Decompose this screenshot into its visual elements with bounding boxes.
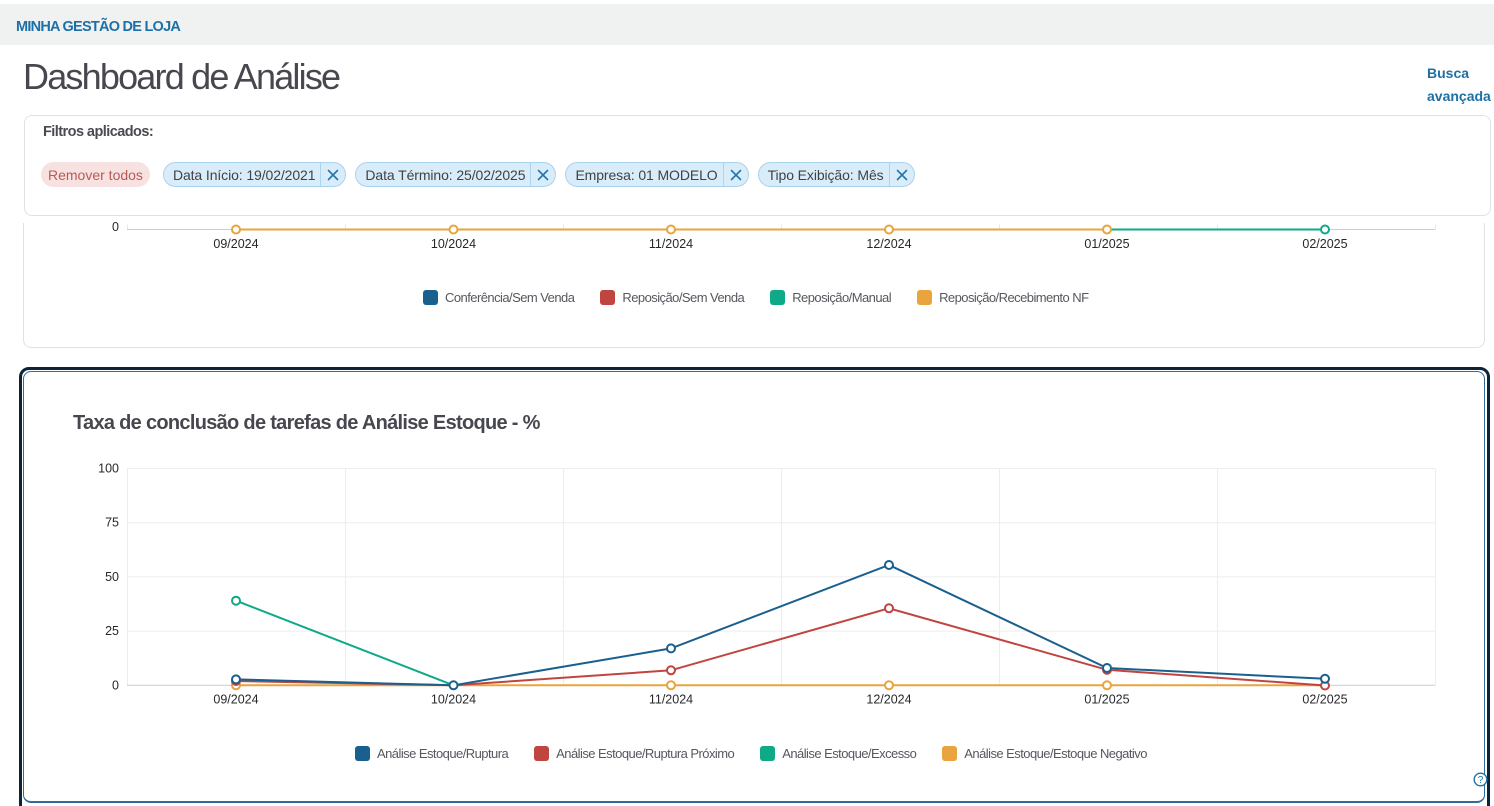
svg-text:12/2024: 12/2024 <box>866 693 911 707</box>
svg-text:09/2024: 09/2024 <box>213 237 258 251</box>
svg-text:09/2024: 09/2024 <box>213 693 258 707</box>
svg-text:10/2024: 10/2024 <box>431 237 476 251</box>
svg-text:02/2025: 02/2025 <box>1302 237 1347 251</box>
svg-text:10/2024: 10/2024 <box>431 693 476 707</box>
svg-text:11/2024: 11/2024 <box>649 237 693 251</box>
svg-text:01/2025: 01/2025 <box>1084 693 1129 707</box>
svg-text:12/2024: 12/2024 <box>866 237 911 251</box>
svg-text:100: 100 <box>98 462 119 476</box>
svg-text:75: 75 <box>105 516 119 530</box>
svg-text:?: ? <box>1478 775 1484 786</box>
svg-text:25: 25 <box>105 624 119 638</box>
svg-text:50: 50 <box>105 570 119 584</box>
svg-text:0: 0 <box>112 220 119 234</box>
svg-text:02/2025: 02/2025 <box>1302 693 1347 707</box>
svg-text:0: 0 <box>112 678 119 692</box>
svg-text:01/2025: 01/2025 <box>1084 237 1129 251</box>
svg-text:11/2024: 11/2024 <box>649 693 693 707</box>
